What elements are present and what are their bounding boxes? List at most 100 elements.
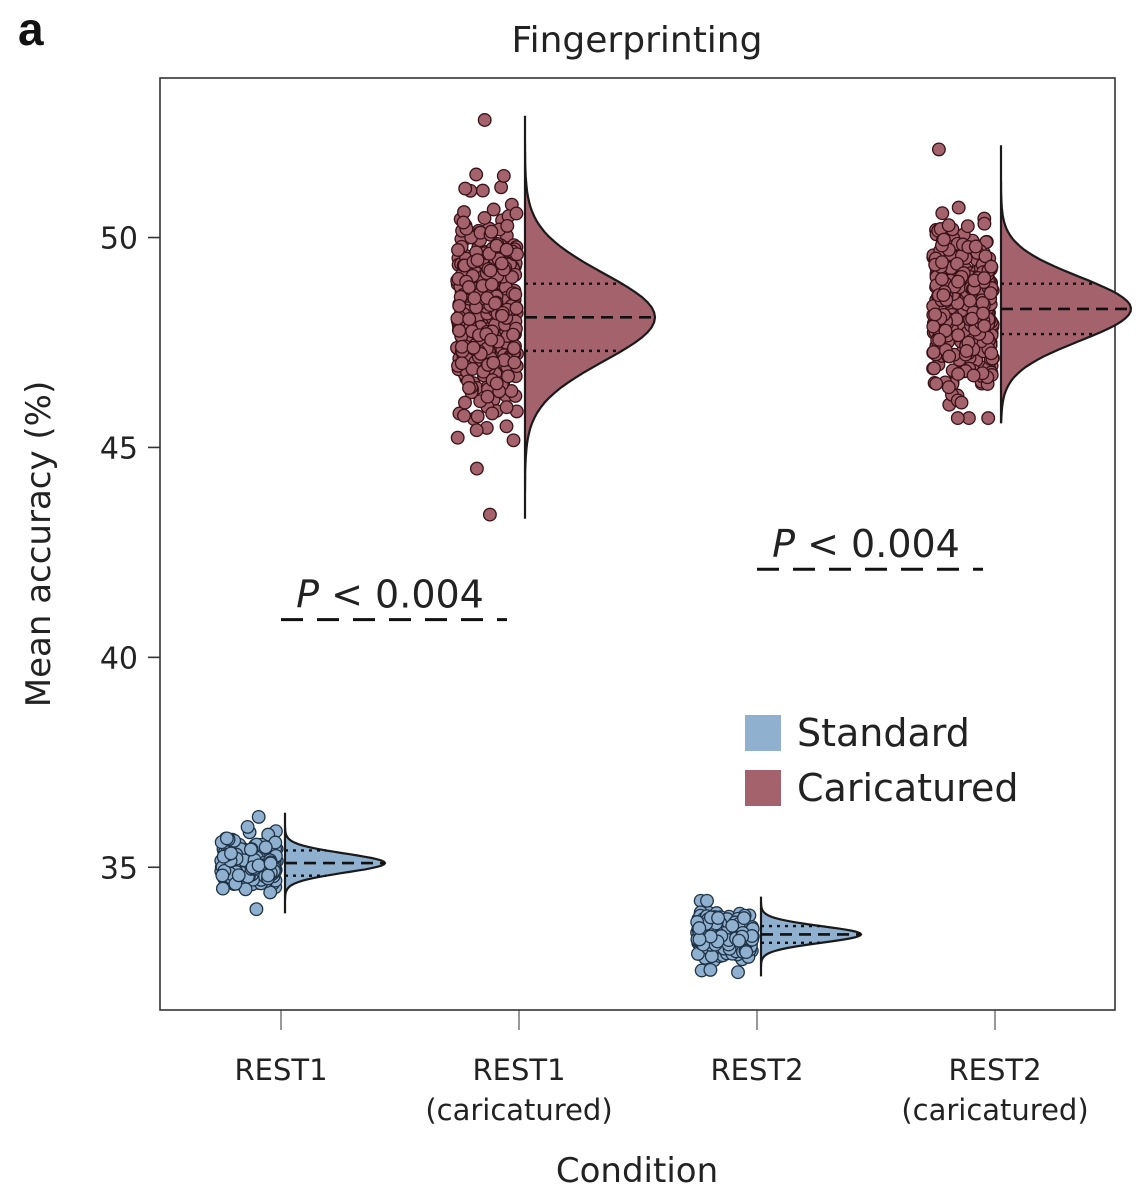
data-point (507, 355, 522, 370)
data-point (506, 433, 521, 448)
data-point (966, 368, 981, 383)
data-point (739, 945, 754, 960)
data-point (984, 259, 999, 274)
data-point (508, 287, 523, 302)
data-point (450, 430, 465, 445)
data-point (462, 381, 476, 395)
data-point (469, 461, 484, 476)
x-tick-label: REST2 (948, 1053, 1041, 1087)
data-point (258, 840, 273, 855)
x-tick-label: REST2 (710, 1053, 803, 1087)
legend-swatch (745, 715, 781, 751)
data-point (499, 400, 514, 415)
data-point (950, 411, 965, 426)
data-point (243, 842, 258, 857)
data-point (926, 319, 941, 334)
significance-annotations: P < 0.004 P < 0.004 (281, 522, 983, 622)
data-point (977, 319, 992, 333)
plot-area (214, 113, 1133, 980)
plot-frame (159, 77, 1116, 1011)
data-point (950, 256, 964, 271)
data-point (951, 328, 966, 343)
y-tick-label: 50 (100, 222, 138, 257)
data-point (458, 181, 473, 196)
data-point (452, 323, 467, 338)
data-point (484, 332, 499, 347)
data-point (488, 296, 503, 311)
data-point (941, 218, 956, 233)
chart-title: Fingerprinting (512, 20, 763, 61)
data-point (977, 216, 992, 231)
y-tick-label: 35 (100, 851, 138, 886)
data-point (954, 395, 969, 410)
legend-label: Caricatured (797, 766, 1018, 810)
data-point (959, 344, 974, 358)
data-point (457, 408, 471, 423)
data-point (692, 921, 707, 936)
x-tick-label: REST1 (472, 1053, 565, 1087)
data-point (928, 307, 943, 322)
data-point (935, 206, 950, 221)
data-point (984, 346, 999, 361)
data-point (251, 858, 266, 873)
data-point (703, 929, 718, 944)
data-point (480, 389, 495, 404)
data-point (469, 167, 484, 182)
cloud-group (450, 113, 657, 522)
data-point (484, 224, 499, 239)
data-point (251, 809, 266, 824)
data-point (494, 180, 509, 195)
data-point (489, 376, 504, 391)
cloud-group (214, 809, 387, 917)
data-point (467, 291, 482, 306)
data-point (454, 356, 469, 371)
data-point (501, 369, 516, 384)
data-point (931, 142, 946, 157)
data-point (458, 395, 472, 410)
data-point (935, 255, 949, 270)
x-tick-label: REST1 (234, 1053, 327, 1087)
data-point (469, 423, 484, 438)
data-point (731, 965, 745, 980)
y-tick-label: 45 (100, 431, 138, 466)
data-point (454, 339, 469, 354)
data-point (960, 219, 975, 234)
data-point (942, 349, 957, 364)
data-point (494, 256, 509, 271)
data-point (477, 113, 492, 127)
data-point (506, 327, 521, 342)
legend: Standard Caricatured (745, 711, 1018, 810)
panel-letter: a (18, 3, 44, 55)
data-point (470, 409, 485, 424)
data-point (462, 312, 477, 326)
data-point (926, 345, 941, 360)
data-point (500, 218, 515, 233)
data-point (240, 819, 255, 834)
x-tick-label: (caricatured) (901, 1093, 1088, 1127)
data-point (470, 253, 485, 268)
data-point (215, 868, 230, 883)
cloud-group (926, 142, 1133, 426)
data-point (263, 856, 278, 871)
data-point (484, 277, 499, 292)
y-axis: 35 40 45 50 (100, 222, 160, 886)
data-point (977, 271, 992, 286)
data-point (249, 902, 264, 917)
data-point (451, 243, 465, 257)
data-point (485, 406, 500, 421)
data-point (496, 168, 511, 183)
data-point (963, 293, 977, 308)
data-point (461, 280, 476, 295)
legend-swatch (745, 770, 781, 806)
data-point (968, 239, 983, 254)
data-point (700, 893, 714, 908)
legend-label: Standard (797, 711, 970, 755)
cloud-group (690, 893, 863, 980)
data-point (941, 380, 956, 395)
data-point (725, 918, 740, 933)
data-point (509, 301, 524, 316)
data-point (932, 332, 947, 347)
y-axis-label: Mean accuracy (%) (19, 381, 59, 708)
data-point (965, 311, 980, 326)
